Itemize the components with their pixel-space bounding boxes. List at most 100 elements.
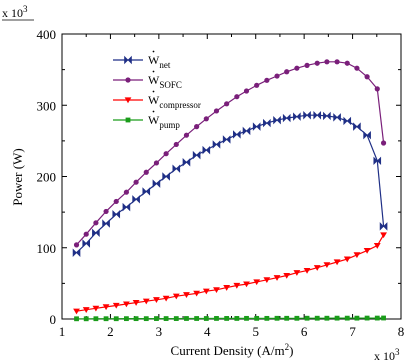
data-point-compressor (123, 301, 130, 308)
legend-entry-SOFC: WSOFC (113, 70, 182, 90)
y-multiplier: x 103 (2, 4, 28, 20)
data-point-pump (381, 315, 386, 321)
data-point-compressor (202, 288, 210, 295)
x-tick-label: 6 (301, 324, 308, 339)
x-axis-label-sup: 2 (285, 342, 290, 352)
data-point-pump (234, 316, 240, 321)
data-point-SOFC (284, 69, 290, 75)
data-point-net (72, 248, 81, 257)
data-point-compressor (313, 265, 321, 271)
data-point-pump (294, 315, 300, 321)
legend-swatch-marker (125, 77, 131, 83)
x-multiplier: x 103 (374, 347, 400, 362)
data-point-net (212, 140, 221, 149)
legend-dot-accent (152, 50, 155, 53)
data-point-SOFC (194, 124, 200, 130)
data-point-compressor (343, 256, 351, 263)
legend-label: Wcompressor (148, 93, 201, 110)
data-point-SOFC (103, 208, 109, 215)
data-point-net (82, 239, 91, 248)
data-point-compressor (263, 277, 271, 284)
x-tick-label: 8 (398, 324, 405, 339)
data-point-SOFC (183, 132, 190, 138)
series-net (72, 111, 388, 257)
data-point-compressor (172, 293, 180, 300)
data-point-SOFC (324, 59, 330, 65)
data-point-compressor (92, 305, 100, 312)
legend-label: Wpump (148, 113, 180, 130)
data-point-SOFC (113, 198, 119, 205)
data-point-net (162, 172, 170, 181)
y-multiplier-exp: 3 (23, 4, 28, 14)
data-point-pump (83, 316, 89, 322)
legend-swatch-marker (125, 117, 131, 123)
data-point-SOFC (153, 160, 160, 166)
data-point-SOFC (334, 59, 340, 65)
data-point-pump (304, 315, 310, 321)
data-point-pump (314, 315, 320, 321)
data-point-pump (113, 316, 119, 322)
data-point-pump (284, 315, 290, 321)
legend-dot-accent (152, 90, 155, 93)
data-point-compressor (253, 279, 261, 286)
data-point-SOFC (163, 151, 169, 157)
data-point-net (333, 113, 341, 122)
data-point-pump (124, 316, 129, 322)
data-point-net (92, 228, 100, 238)
data-point-compressor (283, 272, 291, 279)
legend-swatch-marker (124, 55, 132, 65)
data-point-net (233, 130, 241, 139)
data-point-pump (214, 316, 219, 321)
data-point-net (152, 179, 161, 188)
data-point-net (282, 113, 291, 123)
legend-dot-accent (152, 70, 155, 73)
data-point-SOFC (364, 74, 370, 80)
x-tick-label: 3 (156, 324, 163, 339)
data-point-SOFC (294, 65, 300, 71)
data-point-SOFC (314, 60, 320, 66)
data-point-SOFC (234, 94, 240, 100)
data-point-SOFC (73, 242, 80, 248)
data-point-pump (203, 316, 209, 321)
data-point-net (303, 111, 311, 120)
legend-entry-net: Wnet (113, 50, 171, 70)
plot-area (61, 33, 402, 320)
data-point-compressor (162, 295, 170, 302)
data-point-compressor (153, 297, 160, 303)
data-point-SOFC (123, 189, 130, 195)
y-axis-label: Power (W) (10, 148, 25, 205)
data-point-net (192, 150, 201, 160)
y-tick-label: 200 (37, 170, 57, 185)
data-point-SOFC (133, 179, 139, 185)
data-point-compressor (303, 267, 311, 274)
data-point-net (353, 122, 361, 131)
data-point-compressor (273, 275, 281, 281)
data-point-SOFC (243, 88, 250, 94)
legend-swatch-marker (124, 97, 132, 104)
axis-ticks: 1 2 3 4 5 6 7 8 0 100 200 300 400 (37, 27, 405, 339)
x-axis-label-text: Current Density (A/m (171, 343, 285, 358)
data-point-SOFC (254, 82, 260, 88)
data-point-net (182, 158, 191, 167)
data-point-pump (244, 315, 249, 321)
data-point-pump (93, 316, 99, 322)
data-point-net (242, 126, 251, 136)
x-axis-label-tail: ) (289, 343, 293, 358)
series-compressor (73, 232, 387, 315)
y-tick-label: 0 (50, 312, 57, 327)
data-point-compressor (373, 243, 381, 249)
data-point-compressor (73, 308, 80, 315)
data-point-net (202, 145, 211, 155)
data-point-pump (264, 315, 270, 321)
x-multiplier-base: x 10 (374, 349, 395, 362)
data-point-SOFC (344, 60, 350, 66)
data-point-compressor (293, 270, 301, 276)
data-point-net (252, 122, 261, 131)
data-point-net (222, 135, 231, 144)
y-multiplier-base: x 10 (2, 6, 23, 20)
data-point-SOFC (213, 108, 220, 114)
data-point-compressor (132, 300, 140, 306)
data-point-compressor (193, 290, 201, 297)
data-point-SOFC (264, 77, 270, 83)
